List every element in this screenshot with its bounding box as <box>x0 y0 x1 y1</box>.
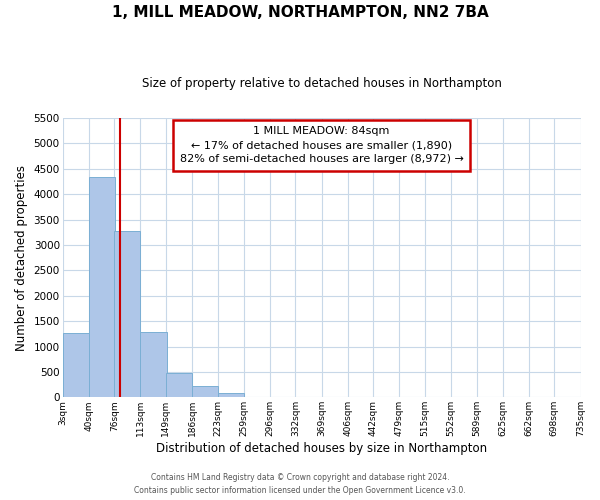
Bar <box>114 231 140 398</box>
Text: Contains HM Land Registry data © Crown copyright and database right 2024.
Contai: Contains HM Land Registry data © Crown c… <box>134 473 466 495</box>
Title: Size of property relative to detached houses in Northampton: Size of property relative to detached ho… <box>142 78 502 90</box>
Text: 1 MILL MEADOW: 84sqm
← 17% of detached houses are smaller (1,890)
82% of semi-de: 1 MILL MEADOW: 84sqm ← 17% of detached h… <box>179 126 463 164</box>
Bar <box>89 178 115 398</box>
Bar <box>218 393 244 398</box>
X-axis label: Distribution of detached houses by size in Northampton: Distribution of detached houses by size … <box>156 442 487 455</box>
Text: 1, MILL MEADOW, NORTHAMPTON, NN2 7BA: 1, MILL MEADOW, NORTHAMPTON, NN2 7BA <box>112 5 488 20</box>
Bar <box>62 333 89 398</box>
Bar <box>166 373 192 398</box>
Bar <box>140 332 167 398</box>
Bar <box>192 386 218 398</box>
Y-axis label: Number of detached properties: Number of detached properties <box>15 164 28 350</box>
